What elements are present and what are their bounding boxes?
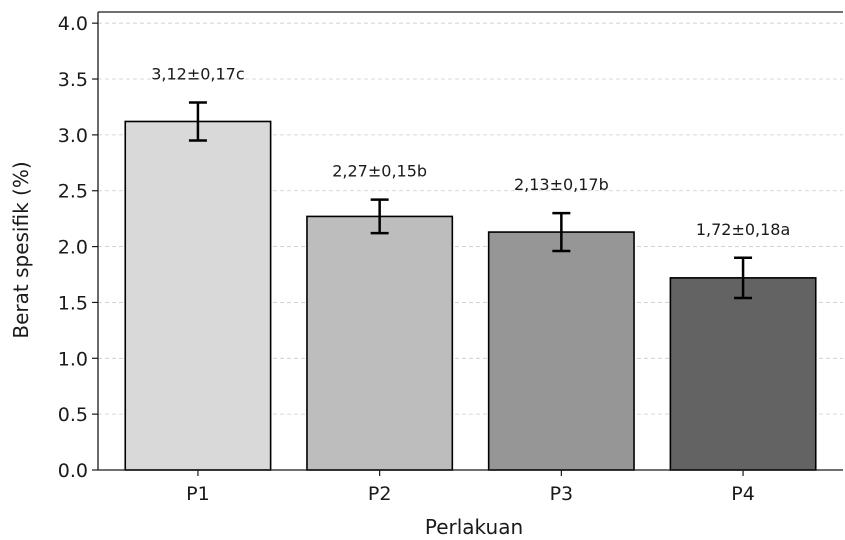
axes-frame	[97, 11, 843, 471]
x-axis-title: Perlakuan	[425, 515, 523, 539]
y-axis-title: Berat spesifik (%)	[9, 161, 33, 338]
x-tick-label: P2	[368, 483, 392, 505]
x-tick-label: P4	[731, 483, 755, 505]
x-axis-ticks: P1 P2 P3 P4	[186, 470, 755, 505]
bar-p4	[669, 277, 817, 471]
x-tick-label: P1	[186, 483, 210, 505]
error-bars-group	[188, 101, 753, 300]
y-tick-label: 2.0	[58, 237, 88, 259]
y-tick-label: 3.5	[58, 69, 88, 91]
y-tick-label: 1.0	[58, 348, 88, 370]
data-labels-group: 3,12±0,17c 2,27±0,15b 2,13±0,17b 1,72±0,18a	[151, 64, 790, 238]
y-tick-label: 0.5	[58, 404, 88, 426]
y-axis-ticks: 0.0 0.5 1.0 1.5 2.0 2.5 3.0 3.5 4.0	[58, 13, 98, 482]
y-tick-label: 1.5	[58, 292, 88, 314]
data-label: 1,72±0,18a	[696, 220, 790, 239]
data-label: 2,27±0,15b	[332, 162, 427, 181]
data-label: 3,12±0,17c	[151, 64, 244, 83]
y-tick-label: 0.0	[58, 460, 88, 482]
y-tick-label: 3.0	[58, 125, 88, 147]
bar-p2	[306, 215, 454, 471]
bar-p1	[124, 120, 272, 471]
y-tick-label: 4.0	[58, 13, 88, 35]
y-tick-label: 2.5	[58, 181, 88, 203]
data-label: 2,13±0,17b	[514, 175, 609, 194]
x-tick-label: P3	[550, 483, 574, 505]
bars-group	[124, 120, 817, 471]
bar-p3	[487, 231, 635, 471]
